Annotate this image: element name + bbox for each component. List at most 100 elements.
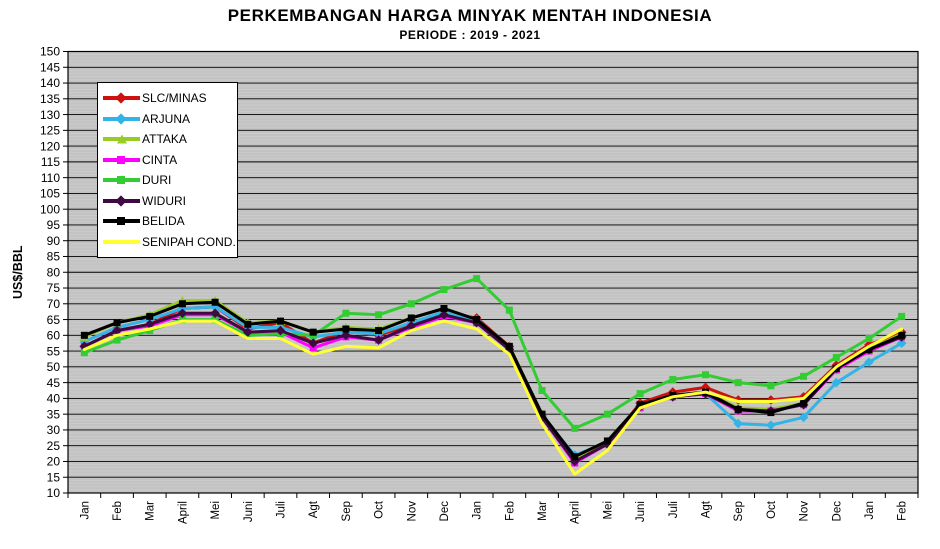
data-point-marker	[210, 308, 220, 319]
data-point-marker	[112, 325, 122, 336]
data-point-marker	[341, 330, 351, 341]
legend-line-sample	[103, 92, 140, 104]
x-axis-label: Feb	[504, 501, 516, 521]
data-point-marker	[669, 375, 677, 383]
chart-subtitle: PERIODE : 2019 - 2021	[399, 28, 541, 42]
legend-line-sample	[103, 134, 140, 144]
data-point-marker	[308, 338, 318, 349]
legend-label: DURI	[142, 173, 172, 188]
legend-label: ATTAKA	[142, 132, 187, 147]
y-axis-label: 65	[47, 313, 61, 327]
data-point-marker	[733, 418, 743, 429]
y-axis-label: 60	[47, 329, 61, 343]
data-point-marker	[800, 372, 808, 380]
legend-item-arjuna: ARJUNA	[103, 109, 233, 130]
y-axis-label: 100	[40, 202, 60, 216]
data-point-marker	[407, 300, 415, 308]
data-point-marker	[505, 306, 513, 314]
chart-legend: SLC/MINAS ARJUNA ATTAKA CINTA DURI WIDURI BELI…	[97, 82, 238, 258]
x-axis-label: Mei	[602, 501, 614, 520]
legend-item-duri: DURI	[103, 170, 233, 191]
legend-label: WIDURI	[142, 193, 186, 208]
x-axis-label: Mar	[537, 501, 549, 521]
y-axis-label: 75	[47, 281, 61, 295]
data-point-marker	[865, 346, 873, 354]
legend-marker-square-icon	[117, 217, 125, 226]
x-axis-label: Jan	[472, 501, 484, 520]
legend-marker-triangle-icon	[117, 134, 127, 144]
x-axis-label: Oct	[766, 500, 778, 519]
legend-item-senipah-cond: SENIPAH COND.	[103, 232, 236, 253]
data-point-marker	[406, 321, 417, 331]
data-point-marker	[275, 325, 286, 336]
x-axis-label: Nov	[406, 501, 418, 522]
y-axis-label: 10	[47, 486, 61, 500]
data-point-marker	[767, 382, 775, 390]
x-axis-label: Feb	[112, 501, 124, 521]
x-axis-label: Sep	[733, 501, 745, 521]
y-axis-label: 125	[40, 124, 60, 138]
data-point-marker	[440, 305, 448, 313]
series-belida	[80, 298, 906, 461]
x-axis-label: Dec	[439, 501, 451, 522]
x-axis-label: Mar	[145, 501, 157, 521]
x-axis-label: Jan	[79, 501, 91, 520]
data-point-marker	[440, 286, 448, 294]
data-point-marker	[146, 312, 154, 320]
x-axis-label: April	[177, 501, 189, 524]
data-point-marker	[244, 320, 252, 328]
data-point-marker	[407, 314, 415, 322]
x-axis-label: Feb	[897, 501, 909, 521]
y-axis-label: 120	[40, 139, 60, 153]
data-point-marker	[144, 319, 155, 330]
legend-line-sample	[103, 113, 140, 125]
series-senipah-cond	[82, 319, 904, 476]
data-point-marker	[373, 335, 384, 345]
legend-marker-diamond-icon	[115, 92, 127, 104]
series-line-belida	[82, 300, 904, 459]
data-point-marker	[113, 336, 121, 344]
data-point-marker	[636, 390, 644, 398]
y-axis-title: US$/BBL	[11, 245, 25, 299]
legend-marker-square-icon	[117, 176, 125, 185]
legend-label: BELIDA	[142, 214, 185, 229]
x-axis-label: Juni	[243, 501, 255, 522]
legend-label: SENIPAH COND.	[142, 234, 236, 249]
x-axis-label: Juni	[635, 501, 647, 522]
data-point-marker	[80, 331, 88, 339]
y-axis-label: 115	[41, 155, 60, 169]
legend-line-sample	[103, 176, 140, 185]
data-point-marker	[864, 357, 874, 367]
series-line-duri	[82, 277, 904, 430]
y-axis-label: 135	[40, 92, 60, 106]
data-point-marker	[210, 302, 220, 312]
data-point-marker	[831, 377, 842, 388]
y-axis-label: 145	[40, 60, 60, 74]
legend-line-sample	[103, 195, 140, 207]
data-point-marker	[538, 387, 546, 395]
plot-border	[67, 50, 919, 494]
data-point-marker	[734, 405, 742, 413]
data-point-marker	[177, 308, 188, 319]
data-point-marker	[79, 341, 90, 352]
y-axis-label: 80	[47, 265, 61, 279]
x-axis-label: Dec	[831, 501, 843, 522]
data-point-marker	[766, 420, 776, 430]
data-point-marker	[896, 338, 907, 349]
data-point-marker	[603, 437, 611, 445]
data-point-marker	[702, 371, 709, 379]
legend-item-attaka: ATTAKA	[103, 129, 233, 150]
y-axis-label: 95	[47, 218, 61, 232]
y-axis-label: 70	[47, 297, 61, 311]
y-axis-label: 55	[47, 344, 61, 358]
data-point-marker	[636, 401, 644, 409]
legend-line-sample	[103, 217, 140, 226]
y-axis-label: 25	[47, 439, 61, 453]
data-point-marker	[898, 312, 906, 320]
y-axis-label: 45	[47, 376, 61, 390]
y-axis-label: 130	[40, 108, 60, 122]
data-point-marker	[309, 328, 317, 336]
data-point-marker	[375, 327, 383, 335]
